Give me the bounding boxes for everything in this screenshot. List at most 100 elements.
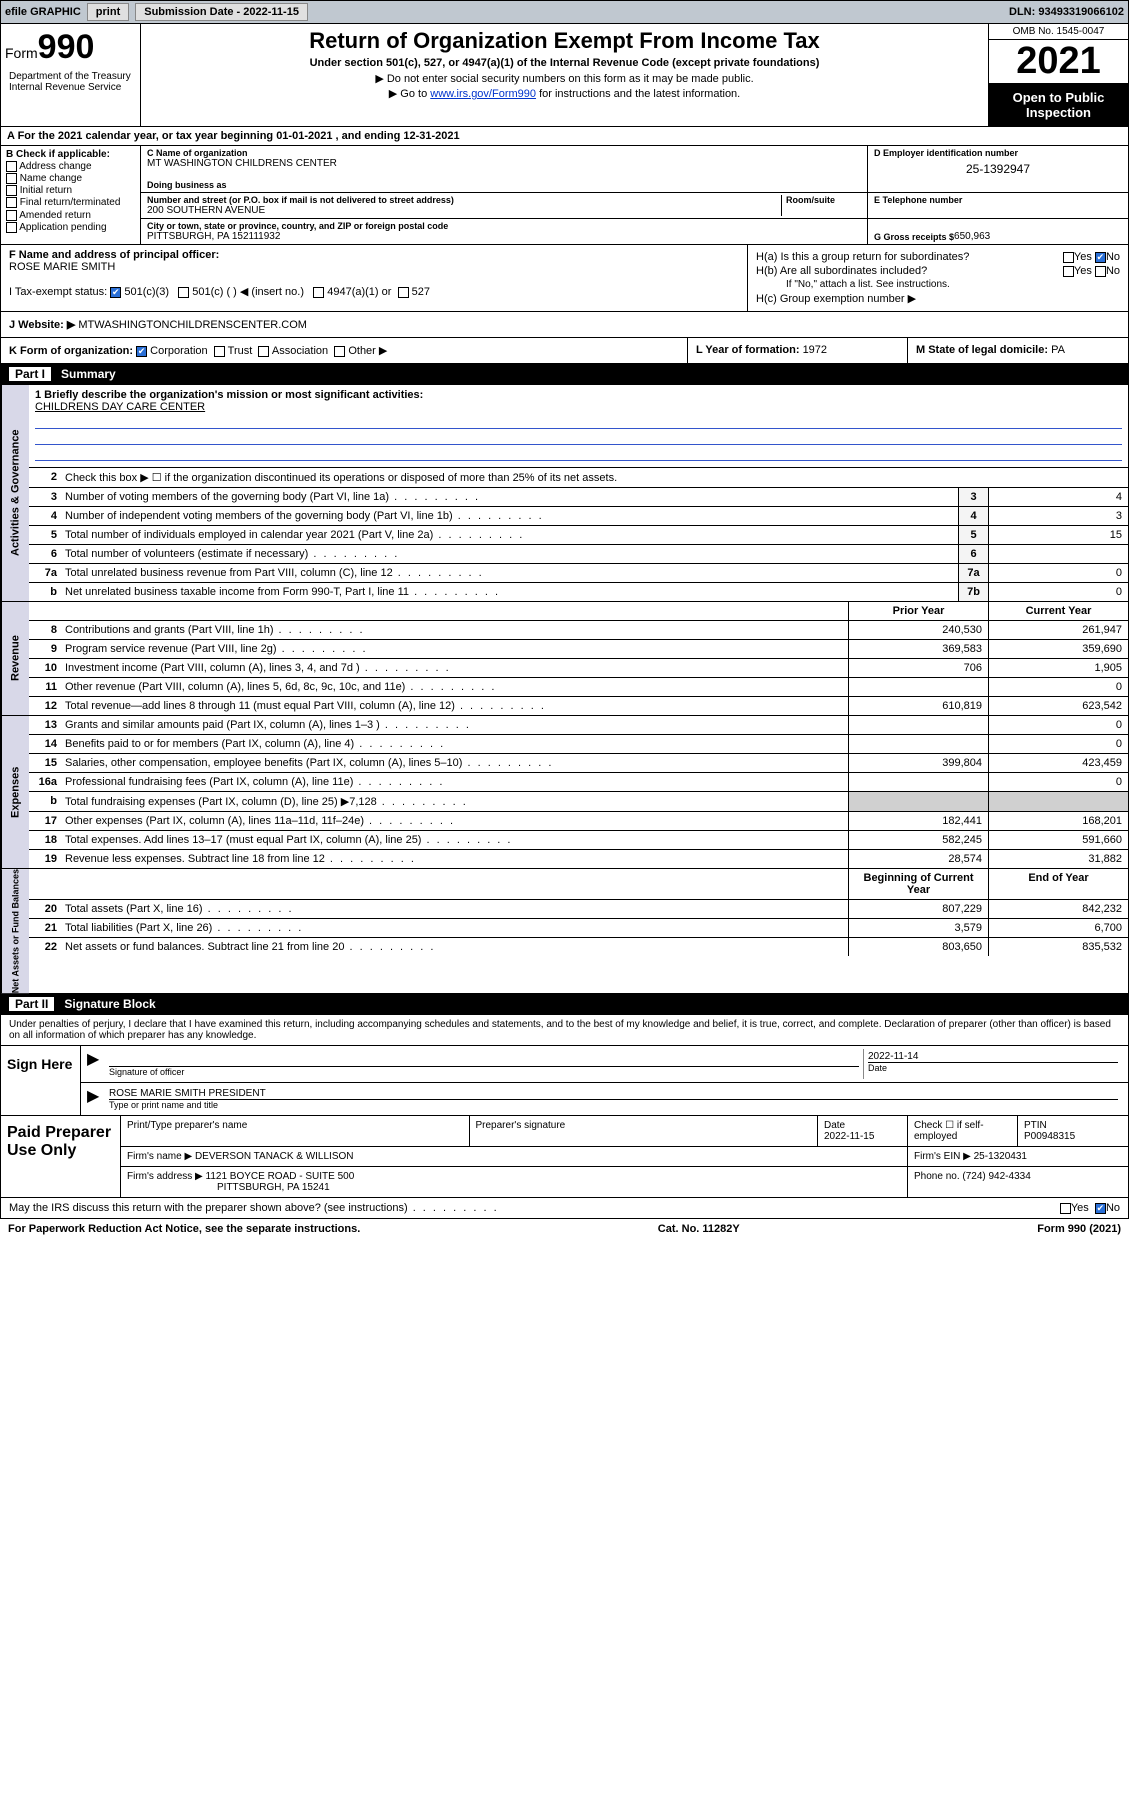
row-i: I Tax-exempt status: 501(c)(3) 501(c) ( … — [9, 285, 739, 298]
arrow-icon: ▶ — [87, 1086, 105, 1112]
rev-header-row: Prior Year Current Year — [29, 602, 1128, 621]
mission-line — [35, 415, 1122, 429]
ha-label: H(a) Is this a group return for subordin… — [756, 251, 969, 263]
k-label: K Form of organization: — [9, 345, 133, 357]
ha-yes[interactable] — [1063, 252, 1074, 263]
efile-link[interactable]: efile GRAPHIC — [5, 6, 81, 18]
col-c: C Name of organization MT WASHINGTON CHI… — [141, 146, 1128, 244]
sig-date-label: Date — [868, 1063, 1118, 1073]
cb-corporation[interactable] — [136, 346, 147, 357]
table-row: 13Grants and similar amounts paid (Part … — [29, 716, 1128, 735]
signature-block: Under penalties of perjury, I declare th… — [0, 1015, 1129, 1116]
cb-label: Amended return — [19, 210, 91, 221]
dept-text: Department of the Treasury Internal Reve… — [5, 67, 136, 97]
expenses-section: Expenses 13Grants and similar amounts pa… — [0, 716, 1129, 869]
dln-value: 93493319066102 — [1038, 6, 1124, 18]
mission-line — [35, 447, 1122, 461]
submission-date-box: Submission Date - 2022-11-15 — [135, 3, 308, 21]
cb-label: Name change — [20, 173, 82, 184]
paid-label: Paid Preparer Use Only — [1, 1116, 121, 1197]
yes-label: Yes — [1074, 265, 1092, 277]
revenue-section: Revenue Prior Year Current Year 8Contrib… — [0, 602, 1129, 716]
paid-preparer: Paid Preparer Use Only Print/Type prepar… — [0, 1116, 1129, 1198]
gov-row: 3Number of voting members of the governi… — [29, 488, 1128, 507]
gov-row: 4Number of independent voting members of… — [29, 507, 1128, 526]
netassets-section: Net Assets or Fund Balances Beginning of… — [0, 869, 1129, 994]
paperwork-notice: For Paperwork Reduction Act Notice, see … — [8, 1223, 360, 1235]
table-row: 11Other revenue (Part VIII, column (A), … — [29, 678, 1128, 697]
website-value: MTWASHINGTONCHILDRENSCENTER.COM — [78, 319, 307, 331]
cb-address-change[interactable]: Address change — [6, 161, 135, 172]
table-row: 17Other expenses (Part IX, column (A), l… — [29, 812, 1128, 831]
opt-corp: Corporation — [150, 345, 207, 357]
discuss-no[interactable] — [1095, 1203, 1106, 1214]
cb-4947[interactable] — [313, 287, 324, 298]
addr-value: 200 SOUTHERN AVENUE — [147, 205, 781, 216]
opt-501c3: 501(c)(3) — [124, 286, 169, 298]
table-row: 10Investment income (Part VIII, column (… — [29, 659, 1128, 678]
opt-assoc: Association — [272, 345, 328, 357]
l-year-formation: L Year of formation: 1972 — [688, 338, 908, 363]
no-label: No — [1106, 251, 1120, 263]
l-label: L Year of formation: — [696, 344, 803, 356]
part2-title: Signature Block — [64, 997, 155, 1011]
f-label: F Name and address of principal officer: — [9, 249, 739, 261]
cb-label: Address change — [19, 161, 91, 172]
discuss-yes[interactable] — [1060, 1203, 1071, 1214]
part2-header: Part II Signature Block — [0, 994, 1129, 1015]
sign-here-label: Sign Here — [1, 1046, 81, 1115]
org-name-label: C Name of organization — [147, 148, 861, 158]
cb-501c3[interactable] — [110, 287, 121, 298]
no-label: No — [1106, 1202, 1120, 1214]
form-header: Form990 Department of the Treasury Inter… — [0, 24, 1129, 127]
cb-527[interactable] — [398, 287, 409, 298]
print-button[interactable]: print — [87, 3, 129, 21]
cb-trust[interactable] — [214, 346, 225, 357]
form-ref: Form 990 (2021) — [1037, 1223, 1121, 1235]
net-header-row: Beginning of Current Year End of Year — [29, 869, 1128, 900]
org-name-cell: C Name of organization MT WASHINGTON CHI… — [141, 146, 868, 192]
col-b-checkboxes: B Check if applicable: Address change Na… — [1, 146, 141, 244]
m-value: PA — [1051, 344, 1065, 356]
table-row: bTotal fundraising expenses (Part IX, co… — [29, 792, 1128, 812]
cb-other[interactable] — [334, 346, 345, 357]
cb-amended-return[interactable]: Amended return — [6, 210, 135, 221]
cb-501c[interactable] — [178, 287, 189, 298]
hc-label: H(c) Group exemption number ▶ — [756, 292, 916, 305]
firm-addr1: 1121 BOYCE ROAD - SUITE 500 — [206, 1171, 355, 1182]
address-cell: Number and street (or P.O. box if mail i… — [141, 193, 868, 218]
hdr-prior: Prior Year — [848, 602, 988, 620]
cb-label: Initial return — [20, 185, 72, 196]
yes-label: Yes — [1074, 251, 1092, 263]
mission-line — [35, 431, 1122, 445]
firm-phone-value: (724) 942-4334 — [962, 1171, 1030, 1182]
note2-prefix: ▶ Go to — [389, 88, 430, 100]
hb-no[interactable] — [1095, 266, 1106, 277]
col-b-heading: B Check if applicable: — [6, 149, 135, 160]
gov-row: 5Total number of individuals employed in… — [29, 526, 1128, 545]
part1-title: Summary — [61, 367, 116, 381]
prep-header-row: Print/Type preparer's name Preparer's si… — [121, 1116, 1128, 1147]
mission-q: 1 Briefly describe the organization's mi… — [35, 389, 1122, 401]
cb-association[interactable] — [258, 346, 269, 357]
prep-date-hdr: Date — [824, 1120, 901, 1131]
irs-link[interactable]: www.irs.gov/Form990 — [430, 88, 536, 100]
hdr-end: End of Year — [988, 869, 1128, 899]
cb-final-return[interactable]: Final return/terminated — [6, 197, 135, 208]
cb-application-pending[interactable]: Application pending — [6, 222, 135, 233]
opt-527: 527 — [412, 286, 430, 298]
yes-label: Yes — [1071, 1202, 1089, 1214]
ha-no[interactable] — [1095, 252, 1106, 263]
firm-name-value: DEVERSON TANACK & WILLISON — [195, 1151, 354, 1162]
firm-ein-label: Firm's EIN ▶ — [914, 1151, 971, 1162]
hb-yes[interactable] — [1063, 266, 1074, 277]
arrow-icon: ▶ — [87, 1049, 105, 1079]
sig-officer-label: Signature of officer — [109, 1067, 859, 1077]
city-label: City or town, state or province, country… — [147, 221, 861, 231]
cb-initial-return[interactable]: Initial return — [6, 185, 135, 196]
firm-ein-value: 25-1320431 — [974, 1151, 1027, 1162]
officer-signature-line[interactable] — [109, 1051, 859, 1067]
footer-discuss: May the IRS discuss this return with the… — [0, 1198, 1129, 1219]
cb-name-change[interactable]: Name change — [6, 173, 135, 184]
city-cell: City or town, state or province, country… — [141, 219, 868, 244]
